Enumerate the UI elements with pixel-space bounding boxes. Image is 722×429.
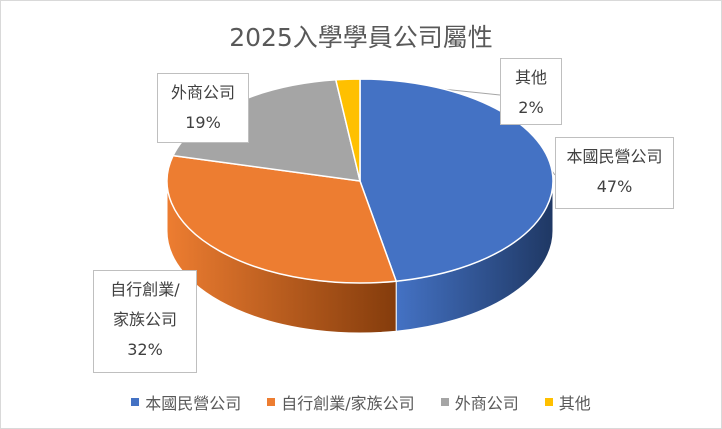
chart-title: 2025入學學員公司屬性 [229,23,493,52]
legend-label-foreign: 外商公司 [454,394,519,413]
legend-label-domestic: 本國民營公司 [145,394,242,413]
pie-slices [166,78,554,284]
pie-slice-domestic[interactable] [359,78,554,282]
legend-item-other[interactable]: 其他 [544,390,591,414]
legend-item-foreign[interactable]: 外商公司 [440,390,519,414]
callout-foreign: 外商公司 19% [157,73,249,143]
legend-item-startup[interactable]: 自行創業/家族公司 [267,390,415,414]
legend-item-domestic[interactable]: 本國民營公司 [131,390,241,414]
callout-foreign-value: 19% [185,113,221,132]
callout-domestic: 本國民營公司 47% [555,137,674,209]
legend-swatch-domestic [131,398,140,406]
callout-other-label: 其他 [514,68,547,87]
callout-other-value: 2% [518,98,544,117]
callout-foreign-label: 外商公司 [170,83,235,102]
callout-domestic-value: 47% [596,177,633,196]
callout-startup-value: 32% [127,340,163,359]
legend-label-startup: 自行創業/家族公司 [281,394,415,413]
chart-legend: 本國民營公司 自行創業/家族公司 外商公司 其他 [0,390,722,414]
legend-label-other: 其他 [558,394,591,413]
pie-slice-startup[interactable] [166,154,398,284]
callout-startup-label-line1: 自行創業/ [110,280,180,299]
callout-other: 其他 2% [500,58,562,125]
legend-swatch-startup [267,398,276,406]
legend-swatch-foreign [440,398,449,406]
legend-swatch-other [544,398,553,406]
pie-slice-other[interactable] [334,78,361,182]
callout-startup: 自行創業/ 家族公司 32% [93,270,197,373]
callout-startup-label-line2: 家族公司 [112,310,177,329]
callout-domestic-label: 本國民營公司 [566,147,663,166]
